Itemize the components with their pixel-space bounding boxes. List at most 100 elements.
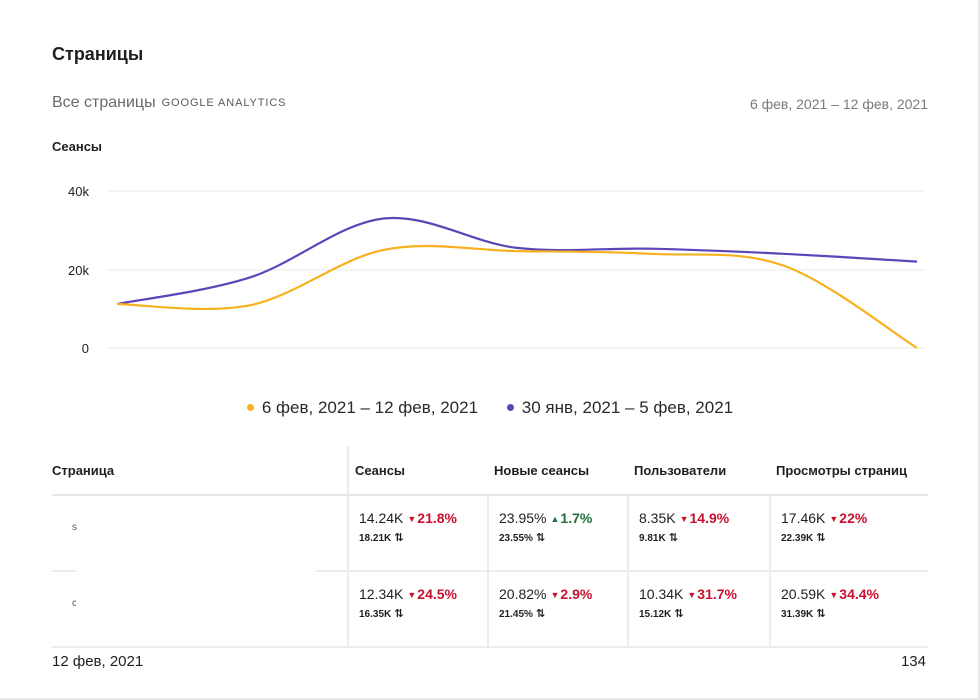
metric-value-line: 20.82% ▼2.9% [499,586,627,602]
swap-arrows-icon: ⇅ [394,608,404,620]
triangle-down-icon: ▼ [550,590,560,600]
metric-label: Сеансы [52,139,103,154]
metric-value: 10.34K [639,586,684,602]
change-badge: ▼24.5% [407,586,457,602]
change-badge: ▲1.7% [550,510,592,526]
triangle-down-icon: ▼ [687,590,697,600]
metric-value-line: 14.24K ▼21.8% [359,510,487,526]
previous-value-line: 18.21K ⇅ [359,531,487,544]
previous-value: 31.39K [781,609,814,620]
y-tick-40k: 40k [68,184,89,199]
page-name-fragment: c [72,598,77,609]
previous-value-line: 21.45% ⇅ [499,607,627,620]
column-header-pageviews[interactable]: Просмотры страниц [770,446,928,496]
metric-value: 20.59K [781,586,826,602]
data-source-label: GOOGLE ANALYTICS [161,97,287,109]
previous-value-line: 23.55% ⇅ [499,531,627,544]
sessions-cell: 14.24K ▼21.8% 18.21K ⇅ [348,495,489,572]
legend-dot-previous [506,404,514,411]
previous-value: 15.12K [639,609,672,620]
subtitle: Все страницы [52,94,156,111]
y-tick-20k: 20k [68,263,89,278]
table-header-row: Страница Сеансы Новые сеансы Пользовател… [52,446,928,496]
previous-value: 23.55% [499,533,533,544]
legend-item-current[interactable]: 6 фев, 2021 – 12 фев, 2021 [246,398,478,418]
metric-value-line: 12.34K ▼24.5% [359,586,487,602]
previous-value-line: 16.35K ⇅ [359,607,487,620]
sessions-line-chart: 40k 20k 0 [68,184,924,356]
metric-value: 14.24K [359,510,404,526]
pageviews-cell: 20.59K ▼34.4% 31.39K ⇅ [770,571,928,648]
change-percent: 31.7% [697,586,737,602]
metric-value: 23.95% [499,510,547,526]
change-badge: ▼31.7% [687,586,737,602]
swap-arrows-icon: ⇅ [535,608,546,620]
metric-value-line: 8.35K ▼14.9% [639,510,769,526]
metric-value-line: 20.59K ▼34.4% [781,586,928,602]
swap-arrows-icon: ⇅ [535,532,546,544]
legend-item-previous[interactable]: 30 янв, 2021 – 5 фев, 2021 [506,398,734,418]
change-percent: 22% [839,510,868,526]
previous-value-line: 15.12K ⇅ [639,607,769,620]
change-percent: 24.5% [417,586,457,602]
change-badge: ▼2.9% [550,586,592,602]
footer-page-number: 134 [900,653,926,670]
metric-value: 17.46K [781,510,826,526]
column-header-sessions[interactable]: Сеансы [348,446,488,496]
users-cell: 8.35K ▼14.9% 9.81K ⇅ [628,495,771,572]
swap-arrows-icon: ⇅ [674,608,684,620]
page-title: Страницы [52,44,144,64]
subheader-left: Все страницы GOOGLE ANALYTICS [52,94,286,112]
previous-value: 21.45% [499,609,533,620]
previous-value: 9.81K [639,533,666,544]
change-percent: 34.4% [839,586,879,602]
change-badge: ▼21.8% [407,510,457,526]
redacted-page-names [76,530,316,610]
metric-value-line: 10.34K ▼31.7% [639,586,769,602]
column-header-new-sessions[interactable]: Новые сеансы [488,446,628,496]
metric-value-line: 17.46K ▼22% [781,510,928,526]
column-header-users[interactable]: Пользователи [628,446,770,496]
previous-value-line: 9.81K ⇅ [639,531,769,544]
swap-arrows-icon: ⇅ [394,532,404,544]
previous-value-line: 31.39K ⇅ [781,607,928,620]
change-percent: 2.9% [560,586,593,602]
previous-value-line: 22.39K ⇅ [781,531,928,544]
change-percent: 1.7% [560,510,593,526]
metric-value-line: 23.95% ▲1.7% [499,510,627,526]
column-header-page[interactable]: Страница [52,446,349,496]
y-tick-0: 0 [82,341,89,356]
triangle-down-icon: ▼ [679,514,689,524]
previous-value: 16.35K [359,609,392,620]
footer-date: 12 фев, 2021 [52,653,144,670]
triangle-down-icon: ▼ [407,514,417,524]
new-sessions-cell: 20.82% ▼2.9% 21.45% ⇅ [488,571,629,648]
report-subheader: Все страницы GOOGLE ANALYTICS 6 фев, 2021… [52,94,928,116]
new-sessions-cell: 23.95% ▲1.7% 23.55% ⇅ [488,495,629,572]
change-percent: 14.9% [689,510,730,526]
swap-arrows-icon: ⇅ [668,532,678,544]
legend-dot-current [246,404,254,411]
page-name-fragment: s [72,522,77,533]
triangle-down-icon: ▼ [829,590,839,600]
triangle-up-icon: ▲ [550,514,560,524]
previous-value: 22.39K [781,533,814,544]
swap-arrows-icon: ⇅ [816,608,826,620]
metric-value: 20.82% [499,586,547,602]
pageviews-cell: 17.46K ▼22% 22.39K ⇅ [770,495,928,572]
triangle-down-icon: ▼ [407,590,417,600]
metric-value: 12.34K [359,586,404,602]
change-badge: ▼22% [829,510,867,526]
change-badge: ▼14.9% [680,510,730,526]
change-percent: 21.8% [417,510,457,526]
series-line-previous [116,216,918,306]
metric-value: 8.35K [639,510,676,526]
chart-legend: 6 фев, 2021 – 12 фев, 2021 30 янв, 2021 … [0,398,980,418]
change-badge: ▼34.4% [829,586,879,602]
previous-value: 18.21K [359,533,392,544]
users-cell: 10.34K ▼31.7% 15.12K ⇅ [628,571,771,648]
legend-label-previous: 30 янв, 2021 – 5 фев, 2021 [521,398,734,417]
series-line-current [116,244,918,349]
date-range: 6 фев, 2021 – 12 фев, 2021 [749,96,928,112]
